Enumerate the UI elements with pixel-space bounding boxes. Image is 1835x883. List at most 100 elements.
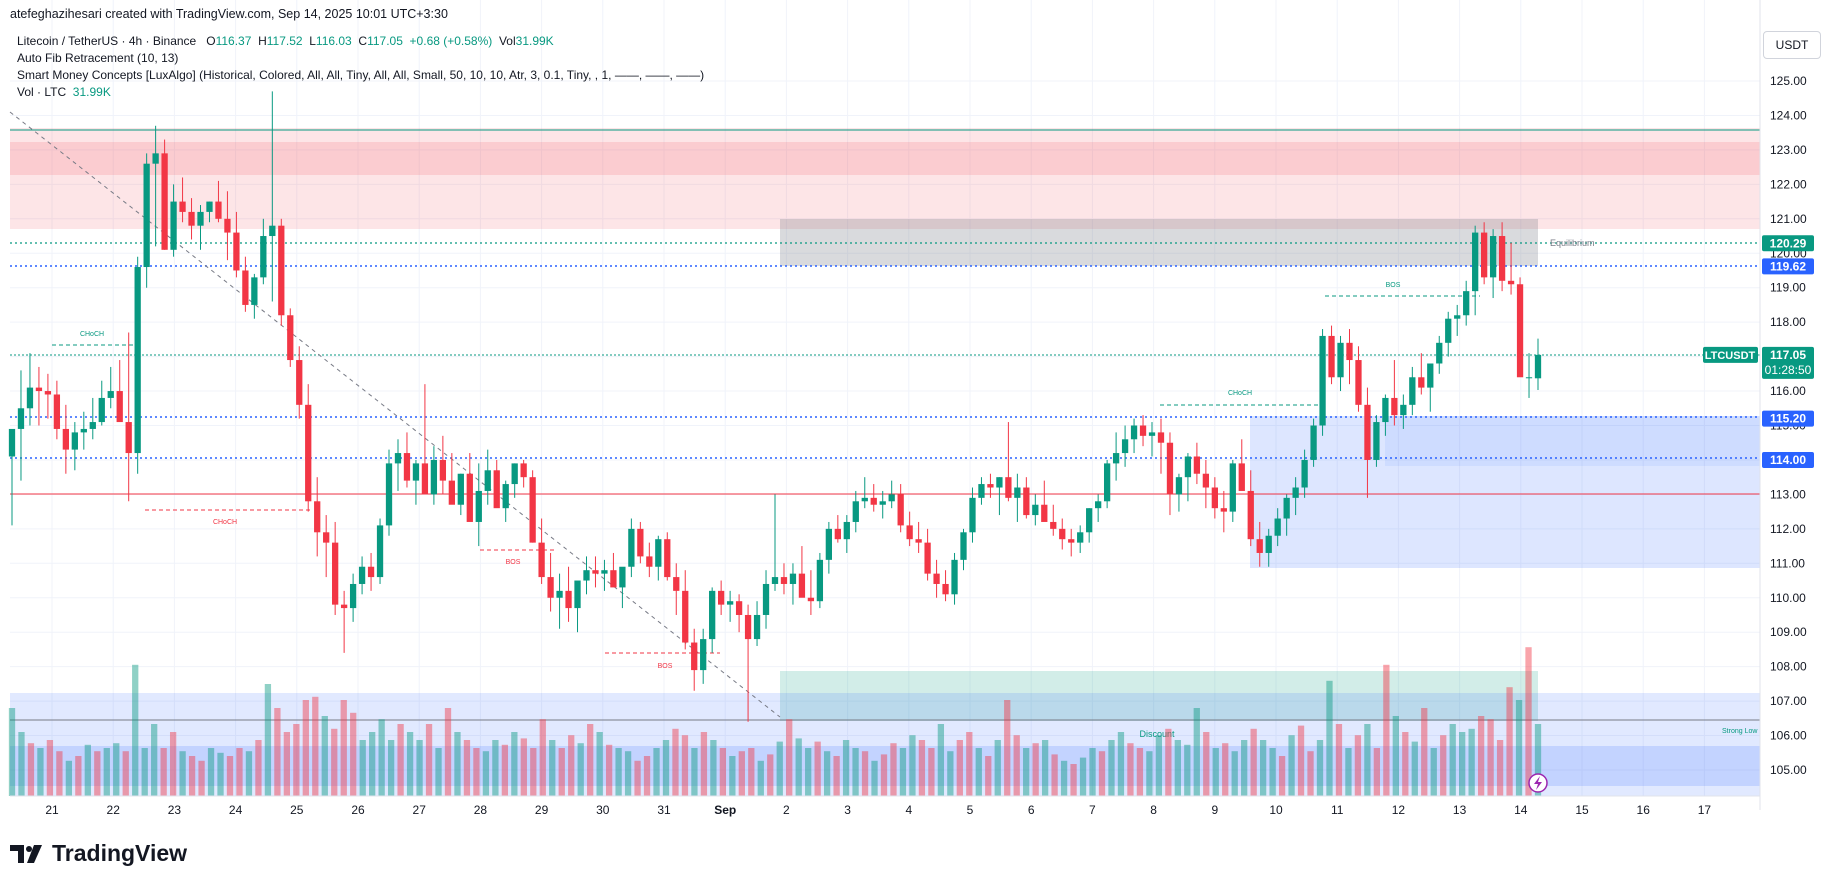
volume-bar [880, 754, 888, 796]
volume-bar [416, 740, 423, 796]
x-tick-label: 13 [1453, 803, 1467, 817]
currency-selector[interactable]: USDT [1763, 31, 1821, 59]
candle-body [1498, 236, 1506, 281]
candle-body [260, 236, 267, 278]
volume-bar [444, 708, 452, 796]
candle-body [798, 573, 806, 598]
volume-bar [103, 748, 110, 796]
volume-bar [1383, 664, 1390, 796]
volume-bar [132, 664, 139, 796]
candle-body [493, 470, 500, 509]
indicator-volume[interactable]: Vol · LTC 31.99K [17, 84, 704, 101]
candle-body [1193, 456, 1201, 474]
candle-body [215, 201, 222, 219]
volume-bar [378, 719, 385, 796]
volume-bar [985, 756, 992, 796]
volume-bar [188, 756, 196, 796]
fib-trend-line [9, 111, 781, 718]
volume-bar [530, 748, 537, 796]
demand-zone-top [1385, 416, 1760, 466]
candle-body [1454, 315, 1461, 319]
volume-bar [814, 741, 821, 796]
price-tag-label: 115.20 [1770, 412, 1806, 426]
candle-body [807, 597, 815, 602]
candle-body [637, 528, 644, 557]
symbol-row[interactable]: Litecoin / TetherUS · 4h · Binance O116.… [17, 33, 704, 50]
indicator-smc[interactable]: Smart Money Concepts [LuxAlgo] (Historic… [17, 68, 705, 82]
candle-body [529, 477, 536, 543]
volume-bar [786, 719, 793, 796]
candle-body [305, 404, 312, 502]
volume-bar [1364, 724, 1371, 796]
volume-bar [691, 748, 698, 796]
y-tick-label: 105.00 [1770, 763, 1807, 777]
bos-label-2: BOS [658, 663, 673, 670]
chart-legend: Litecoin / TetherUS · 4h · Binance O116.… [17, 33, 704, 101]
candle-body [340, 604, 348, 609]
candle-body [852, 501, 859, 522]
volume-bar [1316, 740, 1324, 796]
volume-bar [1089, 748, 1096, 796]
candle-body [251, 277, 258, 305]
volume-bar [1013, 735, 1020, 796]
volume-bar [425, 724, 433, 796]
volume-bar [1231, 751, 1238, 796]
volume-bar [1534, 724, 1542, 796]
candle-body [475, 490, 482, 522]
volume-bar [1506, 687, 1513, 796]
candle-body [744, 614, 752, 640]
high-label: H [258, 34, 267, 48]
volume-bar [1127, 743, 1134, 796]
indicator-fib[interactable]: Auto Fib Retracement (10, 13) [17, 51, 179, 65]
volume-bar [1421, 708, 1428, 796]
candle-body [1301, 459, 1308, 488]
candle-body [915, 539, 922, 543]
volume-bar [928, 748, 935, 796]
y-tick-label: 116.00 [1770, 384, 1806, 398]
candle-body [664, 539, 671, 578]
candle-body [538, 542, 545, 578]
low-label: L [309, 34, 316, 48]
candle-body [287, 315, 294, 361]
volume-bar [293, 724, 300, 796]
volume-bar [1307, 751, 1314, 796]
candle-body [1516, 284, 1524, 378]
volume-bar [520, 738, 527, 796]
volume-bar [672, 728, 679, 796]
volume-bar [198, 760, 205, 796]
candle-body [116, 391, 123, 423]
candle-body [933, 573, 940, 584]
tradingview-logo[interactable]: TradingView [10, 840, 187, 867]
candle-body [394, 453, 402, 464]
lightning-icon[interactable] [1528, 773, 1548, 793]
candle-body [601, 570, 608, 574]
candle-body [385, 463, 393, 526]
volume-bar [1174, 740, 1181, 796]
volume-bar [634, 760, 641, 796]
volume-bar [37, 748, 44, 796]
candle-body [358, 566, 366, 584]
volume-bar [975, 748, 982, 796]
volume-bar [65, 760, 73, 796]
volume-bar [1326, 680, 1333, 796]
volume-bar [56, 751, 63, 796]
equilibrium-label: Equilibrium [1550, 238, 1595, 248]
volume-bar [596, 732, 603, 796]
structure-lines: CHoCH CHoCH BOS BOS CHoCH BOS Equilibriu… [52, 238, 1758, 739]
candle-body [349, 583, 357, 609]
candle-body [484, 470, 491, 491]
candle-body [1014, 487, 1021, 498]
x-tick-label: 23 [168, 803, 182, 817]
candle-body [1480, 232, 1488, 278]
candle-body [565, 590, 572, 609]
candle-body [843, 521, 850, 540]
volume-bar [1449, 724, 1456, 796]
volume-bar [1440, 735, 1447, 796]
volume-bar [994, 740, 1001, 796]
tradingview-logo-text: TradingView [52, 840, 188, 866]
volume-bar [321, 716, 328, 796]
volume-bar [947, 751, 954, 796]
volume-bar [1165, 728, 1172, 796]
x-tick-label: 14 [1514, 803, 1528, 817]
